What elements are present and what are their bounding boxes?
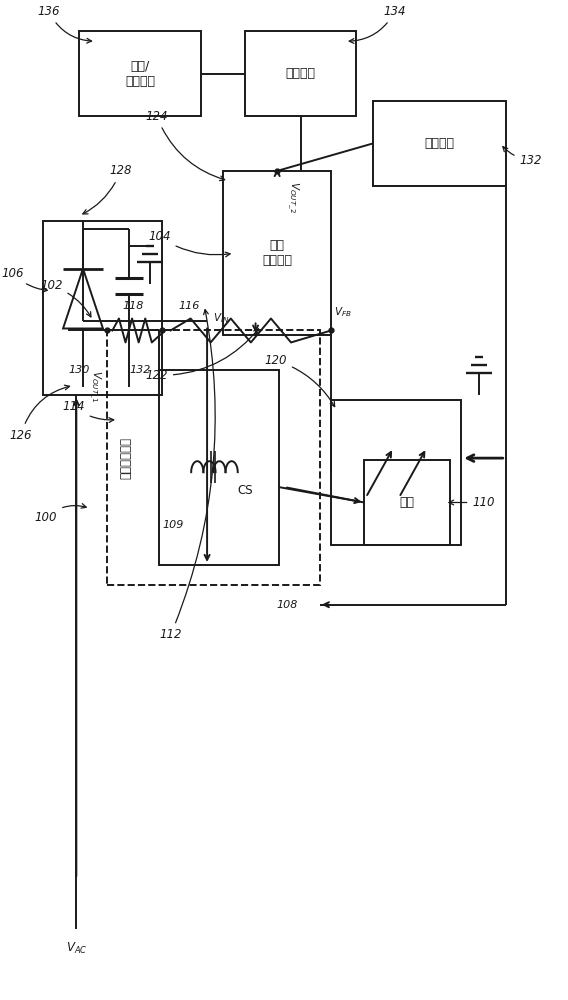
Text: 134: 134 xyxy=(349,5,406,43)
Text: 124: 124 xyxy=(145,110,225,181)
Text: 122: 122 xyxy=(145,329,258,382)
Text: $V_{IN}$: $V_{IN}$ xyxy=(212,312,229,325)
Bar xyxy=(365,460,450,545)
Bar xyxy=(160,370,278,565)
Bar xyxy=(373,101,506,186)
Text: 102: 102 xyxy=(40,279,91,317)
Text: 120: 120 xyxy=(265,354,335,407)
Bar xyxy=(107,330,320,585)
Text: 118: 118 xyxy=(123,301,144,311)
Text: $V_{OUT\_1}$: $V_{OUT\_1}$ xyxy=(87,370,102,403)
Text: 128: 128 xyxy=(83,164,132,214)
Text: 116: 116 xyxy=(178,301,199,311)
Text: 其它装置: 其它装置 xyxy=(424,137,454,150)
Text: CS: CS xyxy=(237,484,253,497)
Text: 114: 114 xyxy=(62,400,114,422)
Text: $V_{AC}$: $V_{AC}$ xyxy=(66,941,87,956)
Bar xyxy=(79,31,201,116)
Bar xyxy=(43,221,162,395)
Text: 130: 130 xyxy=(68,365,90,375)
Text: 100: 100 xyxy=(35,504,86,524)
Bar xyxy=(245,31,356,116)
Text: 132: 132 xyxy=(503,147,542,167)
Text: 109: 109 xyxy=(162,520,184,530)
Text: 132: 132 xyxy=(130,365,151,375)
Bar xyxy=(223,171,331,335)
Text: 第二
转换器级: 第二 转换器级 xyxy=(262,239,292,267)
Text: $V_{FB}$: $V_{FB}$ xyxy=(334,305,352,319)
Text: 第一转换器级: 第一转换器级 xyxy=(119,437,132,479)
Text: 104: 104 xyxy=(148,230,230,257)
Text: $V_{OUT\_2}$: $V_{OUT\_2}$ xyxy=(286,181,300,213)
Text: 数字/
处理电路: 数字/ 处理电路 xyxy=(125,60,155,88)
Bar xyxy=(331,400,461,545)
Text: 126: 126 xyxy=(10,385,69,442)
Text: 108: 108 xyxy=(276,600,298,610)
Text: 106: 106 xyxy=(1,267,47,292)
Text: 112: 112 xyxy=(160,310,215,641)
Text: 136: 136 xyxy=(37,5,91,43)
Text: 电压调节: 电压调节 xyxy=(286,67,316,80)
Text: 控制: 控制 xyxy=(400,496,415,509)
Text: 110: 110 xyxy=(449,496,495,509)
